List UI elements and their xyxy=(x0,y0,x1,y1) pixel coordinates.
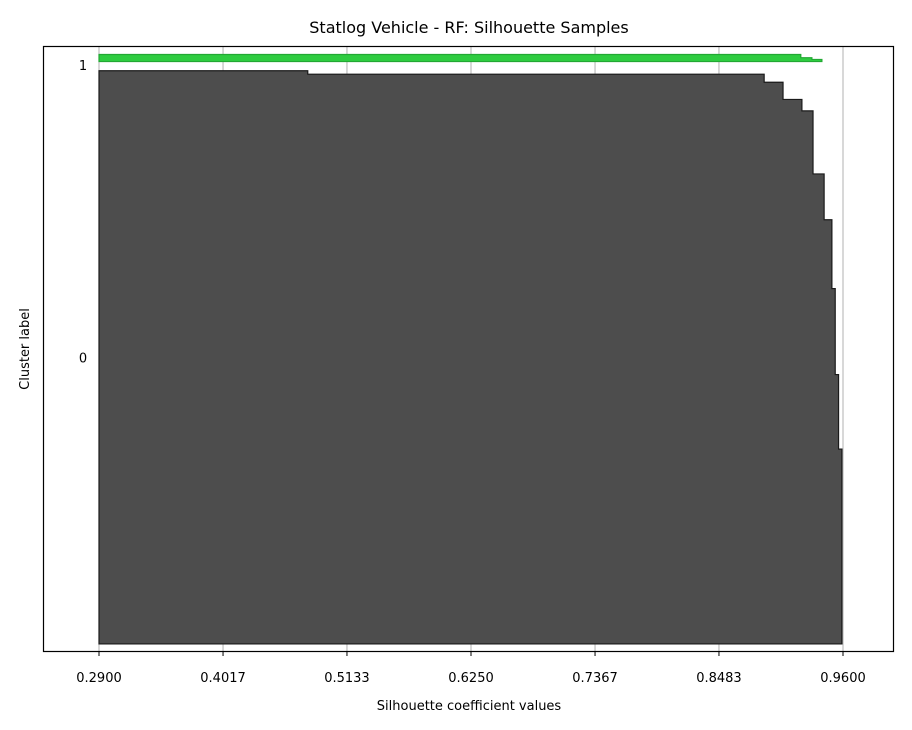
series-layer xyxy=(98,53,843,645)
x-tick-label: 0.2900 xyxy=(76,671,122,686)
x-tick-label: 0.5133 xyxy=(324,671,370,686)
silhouette-cluster-0 xyxy=(98,70,843,645)
x-tick-label: 0.9600 xyxy=(820,671,866,686)
y-tick-label-cluster-0: 0 xyxy=(79,351,87,366)
silhouette-cluster-1 xyxy=(98,53,823,63)
x-tick-label: 0.8483 xyxy=(696,671,742,686)
x-tick-label: 0.6250 xyxy=(448,671,494,686)
x-tick-label: 0.4017 xyxy=(200,671,246,686)
plot-frame xyxy=(42,45,895,653)
y-axis-label: Cluster label xyxy=(18,308,33,390)
tick-layer: 0.2900 0.4017 0.5133 0.6250 0.7367 0.8483 0.96… xyxy=(76,59,866,686)
x-axis-label: Silhouette coefficient values xyxy=(377,699,562,714)
chart-title: Statlog Vehicle - RF: Silhouette Samples xyxy=(309,18,628,37)
y-tick-label-cluster-1: 1 xyxy=(79,59,87,74)
x-tick-label: 0.7367 xyxy=(572,671,618,686)
